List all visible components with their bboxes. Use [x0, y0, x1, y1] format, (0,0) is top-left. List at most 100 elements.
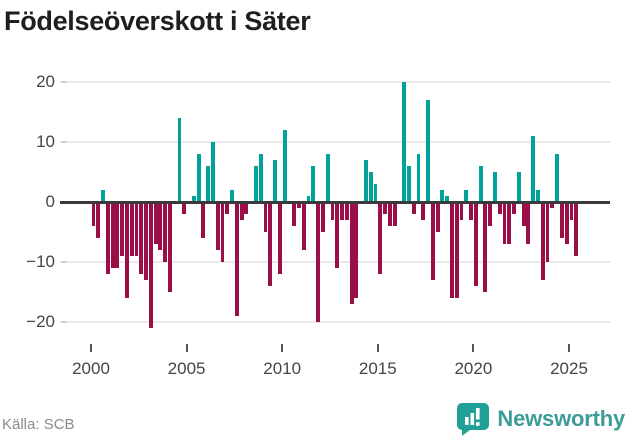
bar — [555, 154, 560, 202]
bar — [493, 172, 497, 202]
bar — [416, 154, 421, 202]
bar — [239, 202, 244, 220]
bar — [124, 202, 129, 298]
bar — [335, 202, 340, 268]
y-axis-label: 20 — [36, 72, 55, 91]
bar — [158, 202, 163, 250]
bar — [383, 202, 387, 214]
bar — [402, 82, 407, 202]
bar — [459, 202, 464, 220]
bar — [258, 154, 263, 202]
bar — [368, 172, 373, 202]
bar — [206, 166, 211, 202]
bar — [191, 196, 196, 202]
bar — [502, 202, 507, 244]
x-axis-label: 2020 — [454, 359, 493, 378]
bar — [153, 202, 158, 244]
bar — [234, 202, 239, 316]
bar — [311, 166, 316, 202]
bar — [450, 202, 454, 298]
bar — [545, 202, 550, 262]
bar — [225, 202, 230, 214]
bar — [512, 202, 517, 214]
bar — [230, 190, 234, 202]
bar — [564, 202, 569, 244]
x-axis-tick — [472, 344, 475, 352]
bar — [177, 118, 182, 202]
x-axis-label: 2000 — [72, 359, 110, 378]
x-axis-label: 2015 — [358, 359, 397, 378]
bar — [301, 202, 306, 250]
bar — [440, 190, 445, 202]
bar — [115, 202, 120, 268]
bar — [268, 202, 273, 286]
bar — [196, 154, 201, 202]
x-axis-tick — [90, 344, 92, 352]
bar — [330, 202, 335, 220]
newsworthy-bar-chart-bubble-icon — [457, 403, 490, 436]
bar — [91, 202, 96, 226]
y-axis-label: −20 — [26, 312, 55, 331]
bar — [435, 202, 440, 232]
bar — [536, 190, 540, 202]
bar — [182, 202, 187, 214]
bar — [316, 202, 321, 322]
bar — [254, 166, 258, 202]
bar — [354, 202, 359, 298]
y-axis-tick — [62, 261, 66, 263]
bar — [574, 202, 579, 256]
bar — [378, 202, 383, 274]
bar — [263, 202, 268, 232]
bar — [215, 202, 220, 250]
y-axis-tick — [62, 321, 66, 323]
bar — [297, 202, 301, 208]
bar — [349, 202, 354, 304]
bar — [325, 154, 330, 202]
bar — [139, 202, 144, 274]
bar — [454, 202, 459, 298]
y-axis-tick — [62, 141, 66, 143]
zero-baseline — [60, 200, 610, 204]
bar — [129, 202, 134, 256]
x-axis-label: 2025 — [550, 359, 588, 378]
bar — [392, 202, 397, 226]
y-gridline — [60, 261, 610, 263]
bar — [110, 202, 115, 268]
y-axis-label: 10 — [36, 132, 55, 151]
bar — [148, 202, 153, 328]
x-axis-label: 2010 — [263, 359, 302, 378]
bar — [373, 184, 378, 202]
x-axis-tick — [281, 344, 284, 352]
bar — [426, 100, 430, 202]
y-axis-label: 0 — [45, 192, 55, 211]
y-axis-tick — [62, 81, 66, 83]
bar — [144, 202, 148, 280]
bar — [526, 202, 531, 244]
bar — [363, 160, 368, 202]
y-gridline — [60, 321, 610, 323]
x-axis-tick — [376, 344, 379, 352]
y-axis-label: −10 — [26, 252, 55, 271]
bar — [273, 160, 278, 202]
bar — [540, 202, 545, 280]
bar — [521, 202, 526, 226]
bar — [483, 202, 488, 292]
bar — [292, 202, 297, 226]
bar — [105, 202, 110, 274]
chart-title: Födelseöverskott i Säter — [4, 6, 311, 36]
bar — [464, 190, 469, 202]
bar — [244, 202, 249, 214]
bar — [320, 202, 325, 232]
bar — [340, 202, 344, 220]
bar — [120, 202, 125, 256]
bar — [430, 202, 435, 280]
y-gridline — [60, 141, 610, 143]
newsworthy-logo-text: Newsworthy — [497, 406, 625, 431]
bar — [167, 202, 172, 292]
x-axis-label: 2005 — [167, 359, 206, 378]
bar — [277, 202, 282, 274]
y-gridline — [60, 81, 610, 83]
source-caption: Källa: SCB — [2, 416, 75, 433]
bar — [478, 166, 483, 202]
